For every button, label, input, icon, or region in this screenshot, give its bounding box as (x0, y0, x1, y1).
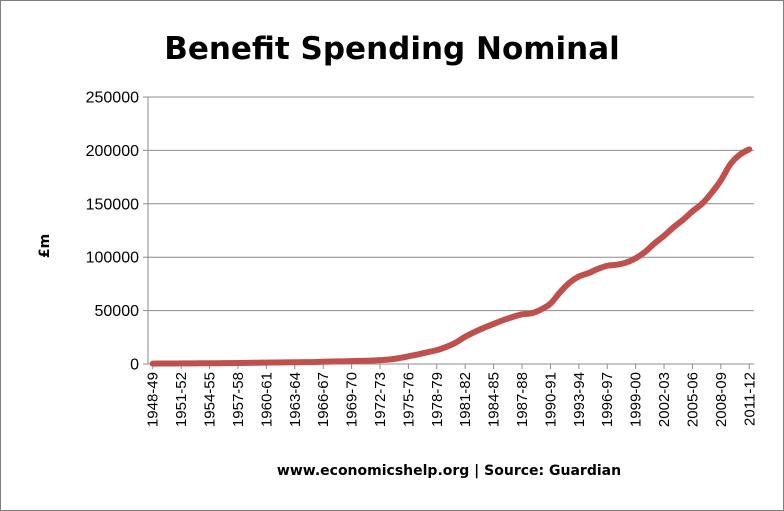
x-tick-label: 1978-79 (429, 372, 446, 427)
x-tick-label: 1999-00 (628, 372, 645, 427)
x-tick-label: 1981-82 (457, 372, 474, 427)
x-tick-label: 1975-76 (400, 372, 417, 427)
x-tick-label: 2011-12 (741, 372, 758, 426)
y-tick-label: 200000 (86, 143, 139, 160)
x-tick-label: 1954-55 (202, 372, 219, 427)
x-axis-label: www.economicshelp.org | Source: Guardian (277, 463, 621, 479)
x-tick-label: 1969-70 (344, 372, 361, 427)
y-tick-label: 150000 (86, 196, 139, 213)
x-tick-label: 1996-97 (599, 372, 616, 427)
x-tick-label: 1960-61 (258, 372, 275, 427)
y-tick-label: 0 (130, 357, 139, 374)
series-layer (149, 146, 753, 367)
gridlines (148, 96, 754, 312)
axes (147, 97, 754, 365)
benefit-spending-line (149, 146, 753, 367)
y-tick-label: 100000 (86, 250, 139, 267)
x-tick-label: 1993-94 (571, 372, 588, 427)
y-axis-label: £m (37, 234, 53, 258)
y-tick-label: 50000 (95, 303, 140, 320)
y-tick-label: 250000 (86, 90, 139, 107)
x-tick-label: 1951-52 (173, 372, 190, 427)
x-axis-ticks: 1948-49 1951-52 1954-55 1957-58 1960-61 1963-… (145, 364, 758, 427)
x-tick-label: 1948-49 (145, 372, 162, 427)
y-axis-ticks: 0 50000 100000 150000 200000 250000 (86, 90, 148, 374)
x-tick-label: 2008-09 (713, 372, 730, 427)
x-tick-label: 1972-73 (372, 372, 389, 427)
x-tick-label: 1966-67 (315, 372, 332, 427)
x-tick-label: 2002-03 (656, 372, 673, 427)
x-tick-label: 2005-06 (684, 372, 701, 427)
x-tick-label: 1987-88 (514, 372, 531, 427)
x-tick-label: 1957-58 (230, 372, 247, 427)
x-tick-label: 1990-91 (542, 372, 559, 427)
x-tick-label: 1984-85 (486, 372, 503, 427)
chart-title: Benefit Spending Nominal (164, 31, 620, 67)
x-tick-label: 1963-64 (287, 372, 304, 427)
